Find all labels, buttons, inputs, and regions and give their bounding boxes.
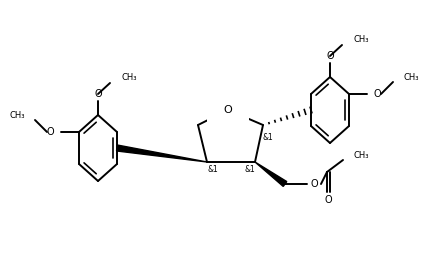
Text: O: O — [325, 195, 332, 205]
Text: O: O — [224, 105, 232, 115]
Text: O: O — [374, 89, 381, 99]
Polygon shape — [117, 145, 207, 162]
Text: &1: &1 — [244, 165, 255, 173]
Text: CH₃: CH₃ — [122, 72, 137, 82]
Text: O: O — [46, 127, 54, 137]
Text: O: O — [94, 89, 102, 99]
Text: CH₃: CH₃ — [353, 151, 369, 160]
Text: CH₃: CH₃ — [354, 35, 370, 43]
Text: O: O — [310, 179, 318, 189]
Text: &1: &1 — [208, 165, 218, 173]
Polygon shape — [255, 162, 287, 186]
Text: CH₃: CH₃ — [403, 72, 419, 82]
Text: CH₃: CH₃ — [9, 110, 25, 119]
Text: O: O — [326, 51, 334, 61]
Text: &1: &1 — [263, 134, 273, 142]
